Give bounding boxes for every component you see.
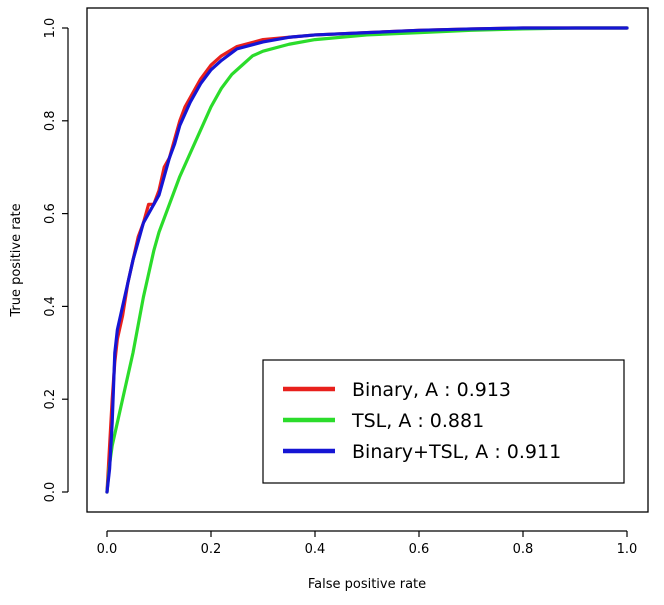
y-tick-label: 0.8 bbox=[43, 110, 58, 131]
x-axis-title: False positive rate bbox=[308, 577, 426, 592]
legend-label-0: Binary, A : 0.913 bbox=[352, 379, 511, 401]
legend: Binary, A : 0.913 TSL, A : 0.881 Binary+TS… bbox=[262, 359, 625, 484]
x-tick-label: 0.2 bbox=[201, 542, 222, 557]
x-tick-label: 0.0 bbox=[97, 542, 118, 557]
y-axis-title: True positive rate bbox=[9, 203, 24, 317]
y-tick-label: 1.0 bbox=[43, 18, 58, 39]
x-tick-label: 0.4 bbox=[305, 542, 326, 557]
legend-label-1: TSL, A : 0.881 bbox=[351, 410, 484, 432]
x-axis: 0.0 0.2 0.4 0.6 0.8 1.0 bbox=[97, 530, 638, 557]
y-axis: 0.0 0.2 0.4 0.6 0.8 1.0 bbox=[43, 18, 69, 503]
plot-frame bbox=[86, 7, 649, 513]
y-tick-label: 0.2 bbox=[43, 389, 58, 410]
roc-curves bbox=[105, 26, 629, 494]
legend-label-2: Binary+TSL, A : 0.911 bbox=[352, 441, 561, 463]
x-tick-label: 1.0 bbox=[617, 542, 638, 557]
roc-series-1 bbox=[105, 26, 629, 494]
y-tick-label: 0.4 bbox=[43, 296, 58, 317]
y-tick-label: 0.0 bbox=[43, 482, 58, 503]
x-tick-label: 0.8 bbox=[513, 542, 534, 557]
y-tick-label: 0.6 bbox=[43, 203, 58, 224]
roc-series-2 bbox=[105, 26, 629, 494]
x-tick-label: 0.6 bbox=[409, 542, 430, 557]
